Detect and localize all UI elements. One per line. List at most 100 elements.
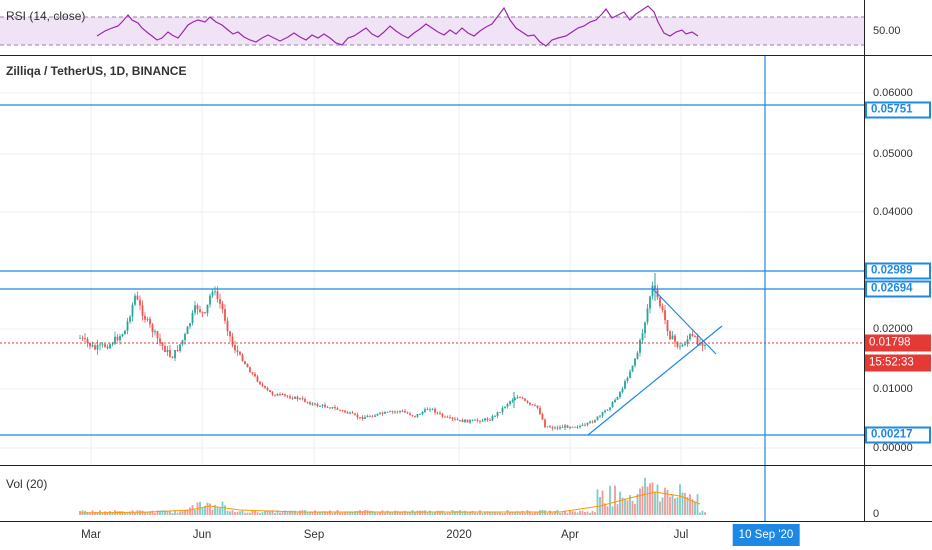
volume-bar-111 [356, 510, 359, 515]
candle-body-74 [264, 385, 266, 388]
volume-bar-91 [306, 511, 309, 515]
volume-bar-109 [351, 512, 354, 515]
volume-bar-235 [666, 489, 669, 515]
time-label-sep: Sep [303, 529, 325, 541]
volume-bar-156 [469, 512, 471, 515]
candle-body-144 [439, 412, 441, 414]
volume-bar-162 [484, 512, 486, 515]
volume-bar-213 [611, 506, 614, 515]
candle-body-219 [626, 377, 629, 382]
pane-separator-top[interactable] [0, 55, 932, 56]
candle-body-38 [174, 349, 176, 359]
volume-bar-125 [391, 512, 394, 515]
candle-body-137 [421, 411, 424, 415]
volume-bar-36 [169, 511, 171, 515]
volume-bar-160 [479, 510, 481, 515]
price-tick-0.02: 0.02000 [873, 323, 913, 335]
candle-body-6 [94, 345, 96, 350]
candle-body-53 [211, 291, 214, 296]
volume-bar-244 [689, 494, 691, 515]
candle-body-184 [539, 407, 541, 415]
volume-bar-155 [466, 512, 469, 515]
candle-body-179 [526, 400, 529, 403]
candle-body-200 [579, 425, 581, 428]
candle-body-20 [129, 316, 131, 322]
price-scale[interactable]: 0.06000 0.05000 0.04000 0.02000 0.01000 … [864, 56, 932, 465]
candle-body-218 [624, 381, 626, 389]
pane-separator-bottom[interactable] [0, 465, 932, 466]
volume-bar-26 [144, 512, 146, 515]
candle-body-106 [344, 410, 346, 413]
volume-bar-121 [381, 510, 384, 515]
candle-body-224 [639, 339, 641, 353]
candle-body-77 [271, 392, 274, 395]
trendline-resistance [651, 287, 717, 355]
rsi-tick-50: 50.00 [873, 25, 901, 37]
volume-bar-174 [514, 512, 516, 515]
candle-body-105 [341, 410, 344, 412]
candle-body-120 [379, 412, 381, 414]
volume-bar-191 [556, 510, 559, 515]
candle-body-40 [179, 344, 181, 352]
time-axis-separator [0, 521, 932, 522]
level-badge-2: 0.02989 [865, 262, 931, 280]
volume-bar-142 [434, 511, 436, 515]
candle-body-25 [141, 305, 144, 316]
candle-body-91 [306, 401, 309, 403]
volume-bar-181 [531, 512, 534, 515]
trendline-support [587, 325, 723, 436]
volume-bar-128 [399, 511, 401, 515]
candle-body-202 [584, 424, 586, 426]
candle-body-107 [346, 412, 349, 414]
candle-body-249 [701, 342, 704, 346]
candle-body-94 [314, 403, 316, 405]
volume-pane[interactable]: Vol (20) [0, 466, 864, 521]
candle-body-59 [226, 320, 229, 332]
volume-bar-139 [426, 511, 429, 515]
candle-body-0 [79, 337, 81, 339]
volume-bar-144 [439, 510, 441, 515]
volume-bar-101 [331, 512, 334, 515]
candle-body-236 [669, 331, 671, 340]
candle-body-28 [149, 318, 151, 325]
candle-body-82 [284, 394, 286, 396]
volume-bar-120 [379, 512, 381, 515]
volume-bar-30 [154, 512, 156, 515]
volume-bar-229 [651, 482, 654, 515]
volume-bar-224 [639, 488, 641, 515]
volume-bar-169 [501, 512, 504, 515]
volume-scale[interactable]: 0 [864, 466, 932, 521]
volume-bar-25 [141, 510, 144, 515]
candle-body-226 [644, 322, 646, 334]
rsi-pane[interactable]: RSI (14, close) [0, 0, 864, 55]
candle-body-191 [556, 427, 559, 429]
volume-bar-22 [134, 512, 136, 515]
candle-body-199 [576, 426, 579, 428]
candle-body-148 [449, 417, 451, 419]
volume-bar-78 [274, 512, 276, 515]
candle-body-122 [384, 412, 386, 414]
rsi-price-scale[interactable]: 50.00 [864, 0, 932, 55]
candle-body-126 [394, 411, 396, 413]
candle-body-128 [399, 410, 401, 412]
candle-body-123 [386, 411, 389, 413]
price-pane[interactable]: Zilliqa / TetherUS, 1D, BINANCE [0, 56, 864, 465]
volume-bar-7 [96, 512, 99, 515]
candle-body-181 [531, 404, 534, 406]
level-badge-3: 0.02694 [865, 280, 931, 298]
volume-bar-108 [349, 511, 351, 515]
volume-bar-39 [176, 512, 179, 515]
volume-bar-65 [241, 510, 244, 515]
volume-bar-136 [419, 510, 421, 515]
candle-body-48 [199, 309, 201, 312]
volume-bar-117 [371, 510, 374, 515]
volume-plot [79, 466, 766, 521]
candle-body-153 [461, 419, 464, 423]
volume-bar-70 [254, 510, 256, 515]
volume-bar-194 [564, 510, 566, 515]
volume-bar-74 [264, 510, 266, 515]
volume-bar-11 [106, 512, 109, 515]
volume-bar-98 [324, 511, 326, 515]
rsi-plot [0, 5, 864, 47]
volume-tick-0: 0 [873, 508, 880, 520]
